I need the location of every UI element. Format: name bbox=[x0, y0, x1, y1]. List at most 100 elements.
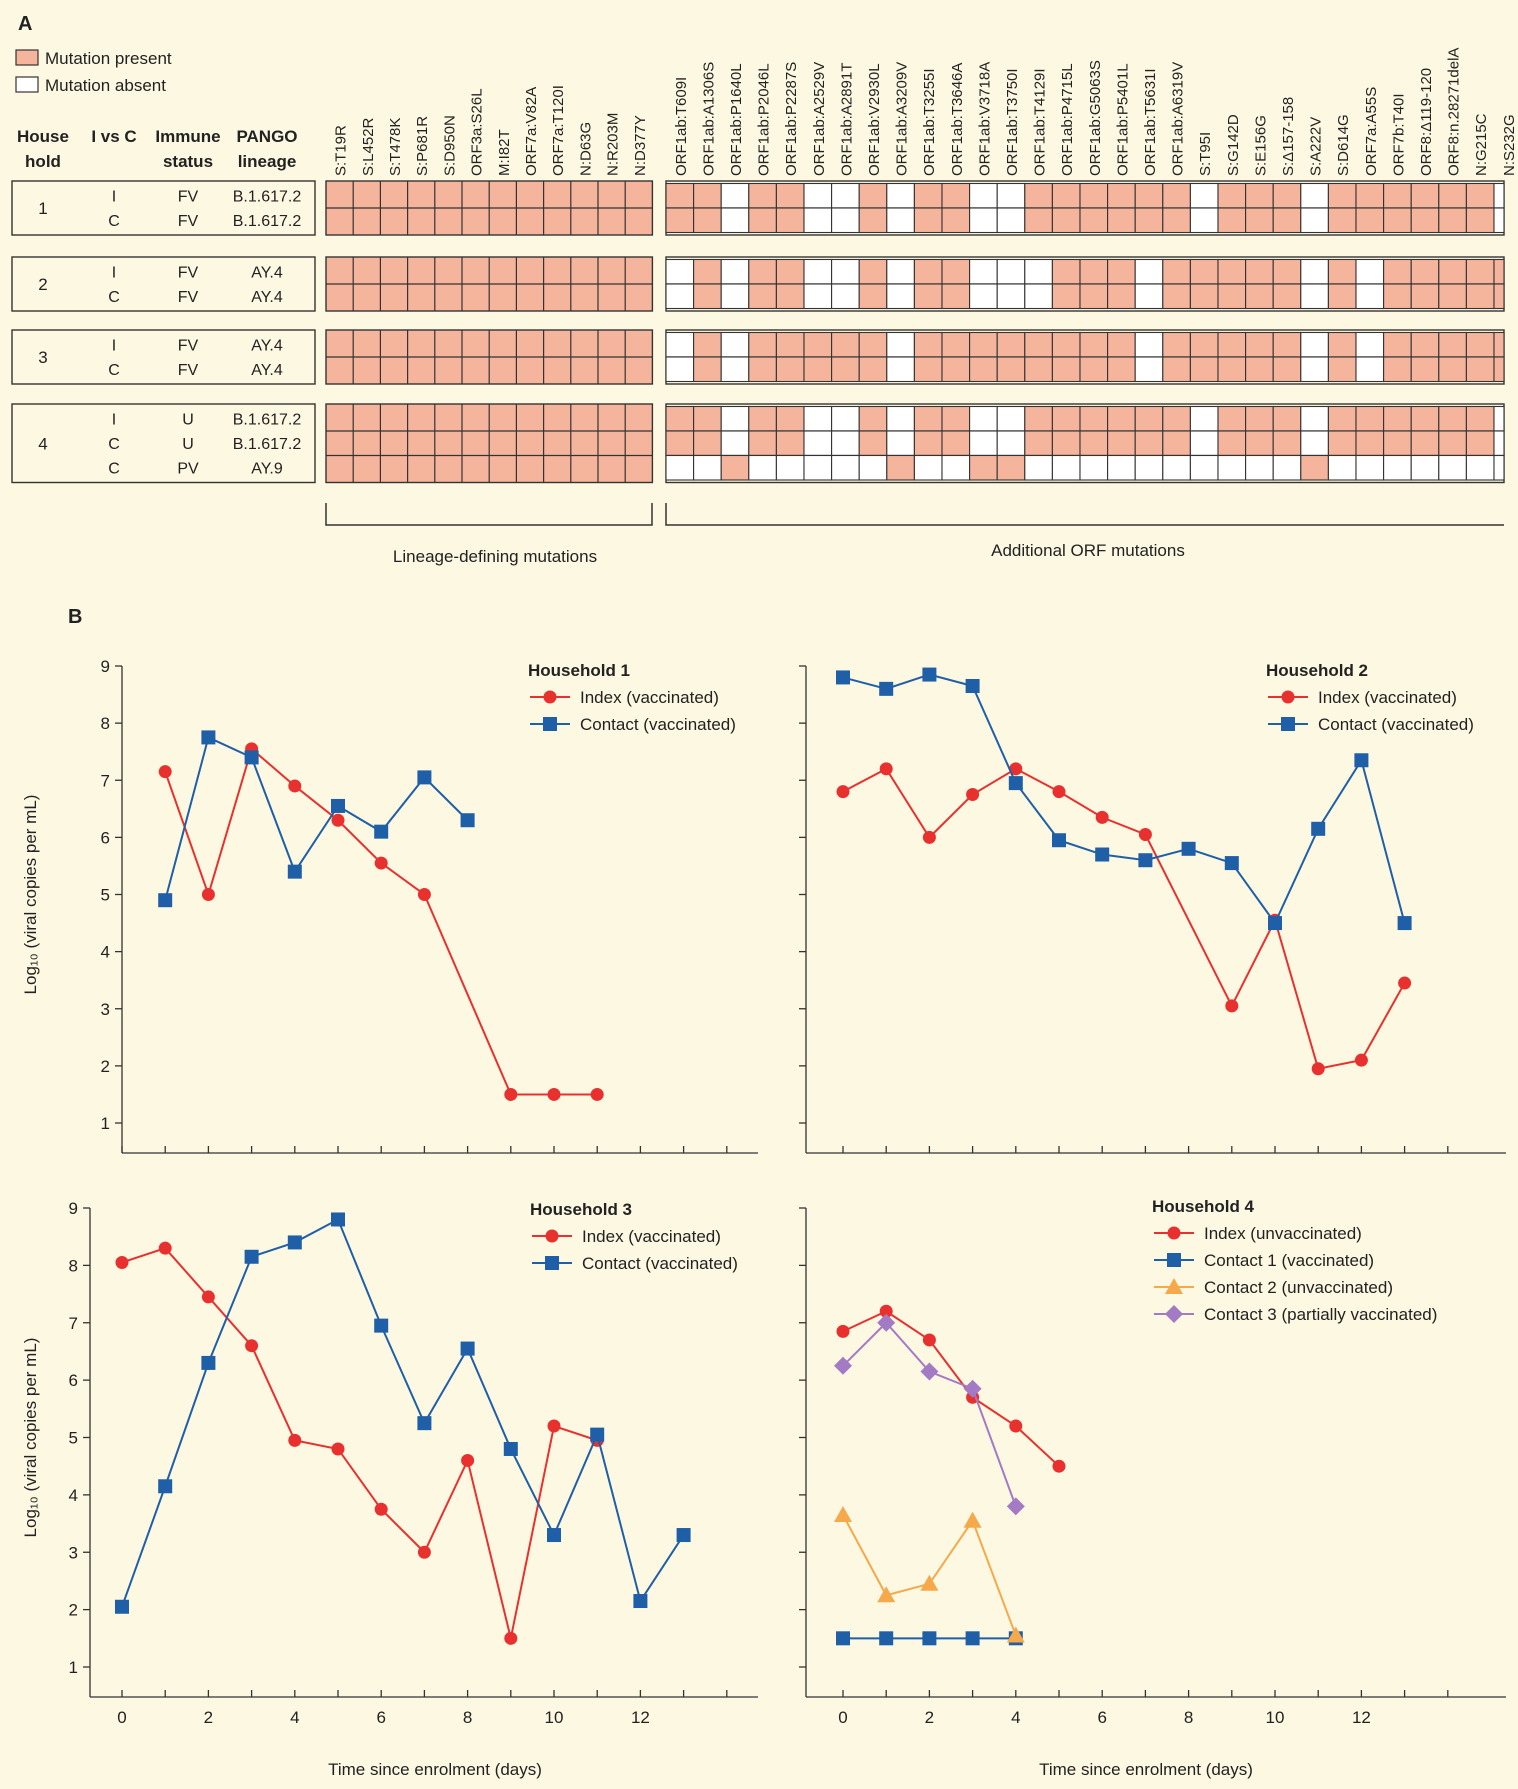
orf-mutation-cell bbox=[1134, 331, 1164, 358]
orf-mutation-cell bbox=[1493, 331, 1505, 358]
orf-mutation-cell bbox=[886, 331, 915, 358]
orf-mutation-cell bbox=[693, 430, 722, 457]
orf-mutation-cell bbox=[996, 454, 1026, 481]
orf-mutation-cell bbox=[1300, 207, 1329, 234]
orf-mutation-cell bbox=[1217, 405, 1247, 432]
orf-mutation-cell bbox=[1493, 182, 1505, 209]
orf-mutation-cell bbox=[1107, 405, 1136, 432]
orf-mutation-cell bbox=[665, 331, 695, 358]
orf-mutation-cell bbox=[941, 405, 971, 432]
orf-mutation-header: ORF7a:A55S bbox=[1363, 87, 1380, 176]
legend-absent-swatch bbox=[15, 76, 39, 93]
orf-mutation-cell bbox=[1079, 430, 1109, 457]
orf-mutation-cell bbox=[803, 182, 833, 209]
data-point-square bbox=[965, 1631, 980, 1646]
data-point-square bbox=[1008, 776, 1023, 791]
data-point-square bbox=[1354, 753, 1369, 768]
chart-title: Household 2 bbox=[1266, 661, 1368, 680]
lineage-mutation-header: S:T478K bbox=[387, 118, 404, 176]
data-point-circle bbox=[922, 1333, 936, 1347]
row-lineage: B.1.617.2 bbox=[233, 412, 302, 429]
x-axis-title: Time since enrolment (days) bbox=[328, 1760, 542, 1779]
row-lineage: AY.4 bbox=[251, 362, 283, 379]
orf-mutation-cell bbox=[969, 405, 998, 432]
orf-mutation-cell bbox=[775, 430, 805, 457]
orf-mutation-cell bbox=[665, 356, 695, 383]
orf-mutation-cell bbox=[1493, 207, 1505, 234]
row-lineage: AY.4 bbox=[251, 338, 283, 355]
orf-mutation-cell bbox=[1438, 207, 1467, 234]
household-box bbox=[11, 403, 316, 484]
data-point-square bbox=[244, 1249, 259, 1264]
series-line bbox=[164, 735, 469, 901]
orf-mutation-cell bbox=[969, 182, 998, 209]
orf-mutation-cell bbox=[720, 207, 750, 234]
data-point-circle bbox=[543, 690, 557, 704]
data-point-square bbox=[460, 813, 475, 828]
y-tick-label: 2 bbox=[101, 1057, 110, 1076]
y-tick-label: 5 bbox=[101, 886, 110, 905]
orf-mutation-cell bbox=[913, 430, 943, 457]
orf-mutation-cell bbox=[775, 356, 805, 383]
header-household-2: hold bbox=[25, 152, 61, 171]
header-pango-2: lineage bbox=[238, 152, 297, 171]
orf-mutation-cell bbox=[748, 430, 777, 457]
y-tick-label: 1 bbox=[101, 1114, 110, 1133]
orf-mutation-cell bbox=[941, 454, 971, 481]
orf-mutation-cell bbox=[665, 283, 695, 310]
orf-mutation-cell bbox=[1245, 454, 1274, 481]
orf-mutation-cell bbox=[996, 182, 1026, 209]
orf-mutation-cell bbox=[1079, 356, 1109, 383]
orf-mutation-cell bbox=[969, 331, 998, 358]
data-point-square bbox=[1181, 841, 1196, 856]
legend-label: Contact (vaccinated) bbox=[1318, 715, 1474, 734]
data-point-diamond bbox=[963, 1379, 982, 1398]
chart-title: Household 3 bbox=[530, 1200, 632, 1219]
orf-mutation-cell bbox=[1217, 430, 1247, 457]
orf-mutation-cell bbox=[1410, 405, 1440, 432]
orf-mutation-cell bbox=[996, 356, 1026, 383]
orf-mutation-cell bbox=[858, 331, 888, 358]
data-point-triangle bbox=[1006, 1626, 1025, 1643]
data-point-square bbox=[545, 1256, 559, 1270]
lineage-mutation-header: N:D63G bbox=[577, 122, 594, 176]
orf-mutation-cell bbox=[1024, 356, 1053, 383]
orf-mutation-header: ORF1ab:P2046L bbox=[756, 63, 773, 176]
orf-mutation-cell bbox=[1410, 454, 1440, 481]
orf-mutation-header: ORF1ab:P5401L bbox=[1114, 63, 1131, 176]
x-tick-label: 8 bbox=[463, 1708, 472, 1727]
orf-mutation-cell bbox=[996, 207, 1026, 234]
orf-mutation-cell bbox=[693, 258, 722, 285]
orf-mutation-cell bbox=[858, 454, 888, 481]
chart-household-1: 1 2 3 4 5 6 7 8 9 Log₁₀ (viral copies per mL) Hous… bbox=[21, 657, 758, 1154]
orf-mutation-cell bbox=[969, 356, 998, 383]
orf-mutation-cell bbox=[913, 405, 943, 432]
orf-mutation-cell bbox=[1383, 207, 1412, 234]
data-point-square bbox=[374, 824, 389, 839]
header-ivsc: I vs C bbox=[91, 127, 136, 146]
orf-mutation-cell bbox=[1189, 182, 1219, 209]
orf-mutation-cell bbox=[1189, 405, 1219, 432]
data-point-circle bbox=[1052, 1459, 1066, 1473]
orf-mutation-header: ORF1ab:T5631I bbox=[1142, 68, 1159, 176]
orf-mutation-cell bbox=[1162, 258, 1191, 285]
chart-title: Household 4 bbox=[1152, 1197, 1255, 1216]
orf-mutation-cell bbox=[913, 356, 943, 383]
orf-mutation-cell bbox=[803, 258, 833, 285]
orf-mutation-cell bbox=[969, 207, 998, 234]
orf-mutation-cell bbox=[1272, 182, 1302, 209]
lineage-mutation-header: N:R203M bbox=[605, 113, 622, 176]
row-ivsc: C bbox=[108, 362, 120, 379]
orf-mutation-cell bbox=[1438, 356, 1467, 383]
orf-mutation-cell bbox=[969, 454, 998, 481]
data-point-circle bbox=[504, 1631, 518, 1645]
orf-mutation-cell bbox=[913, 207, 943, 234]
orf-mutation-cell bbox=[693, 331, 722, 358]
data-point-circle bbox=[1167, 1226, 1181, 1240]
orf-mutation-cell bbox=[1300, 454, 1329, 481]
orf-mutation-cell bbox=[831, 356, 860, 383]
orf-mutation-cell bbox=[1134, 207, 1164, 234]
y-tick-label: 3 bbox=[101, 1000, 110, 1019]
household-number: 3 bbox=[38, 348, 47, 367]
x-tick-label: 2 bbox=[204, 1708, 213, 1727]
